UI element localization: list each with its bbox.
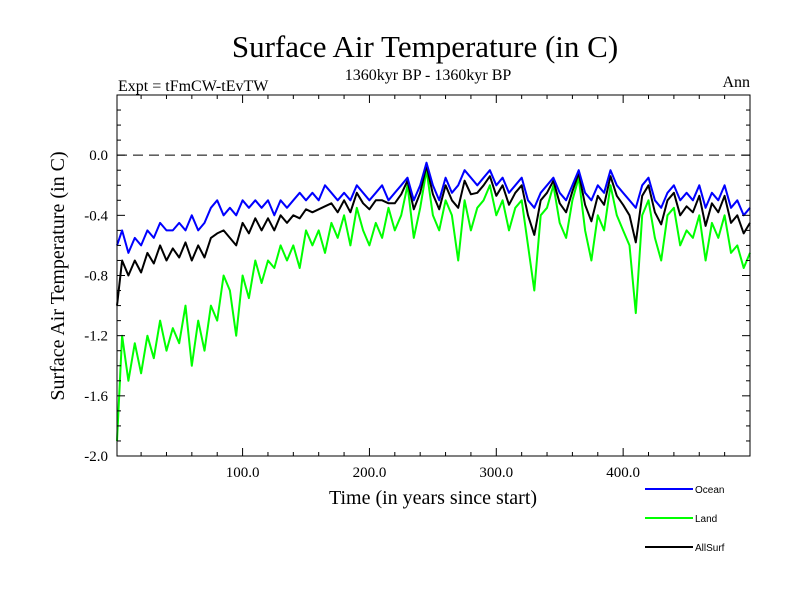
- legend-label-ocean: Ocean: [695, 485, 724, 496]
- series-line-allsurf: [116, 164, 751, 306]
- y-axis: -2.0 -1.6 -1.2 -0.8 -0.4 0.0: [84, 109, 750, 465]
- chart-subtitle-center: 1360kyr BP - 1360kyr BP: [345, 67, 512, 84]
- legend-label-land: Land: [695, 514, 717, 525]
- legend-label-allsurf: AllSurf: [695, 543, 725, 554]
- plot-area: 100.0 200.0 300.0 400.0 -2.0 -1.6 -1.2 -0.8 -0.…: [84, 94, 751, 481]
- y-tick-label: -1.6: [84, 389, 108, 405]
- x-axis: 100.0 200.0 300.0 400.0: [140, 95, 726, 481]
- x-tick-label: 400.0: [606, 465, 640, 481]
- y-axis-label: Surface Air Temperature (in C): [47, 151, 69, 400]
- x-tick-label: 300.0: [479, 465, 513, 481]
- chart-subtitle-left: Expt = tFmCW-tEvTW: [118, 78, 269, 95]
- legend: Ocean Land AllSurf: [645, 485, 725, 554]
- chart-title: Surface Air Temperature (in C): [232, 29, 618, 64]
- x-axis-label: Time (in years since start): [329, 487, 537, 509]
- y-tick-label: -2.0: [84, 449, 108, 465]
- plot-frame: [116, 94, 751, 457]
- chart-subtitle-right: Ann: [722, 74, 750, 91]
- y-tick-label: -0.8: [84, 269, 108, 285]
- y-tick-label: -1.2: [84, 329, 108, 345]
- series-line-ocean: [116, 161, 751, 254]
- x-tick-label: 100.0: [226, 465, 260, 481]
- series-line-land: [116, 169, 751, 442]
- x-tick-label: 200.0: [353, 465, 387, 481]
- y-tick-label: 0.0: [89, 148, 108, 164]
- series-layer: [116, 161, 751, 442]
- y-tick-label: -0.4: [84, 208, 108, 224]
